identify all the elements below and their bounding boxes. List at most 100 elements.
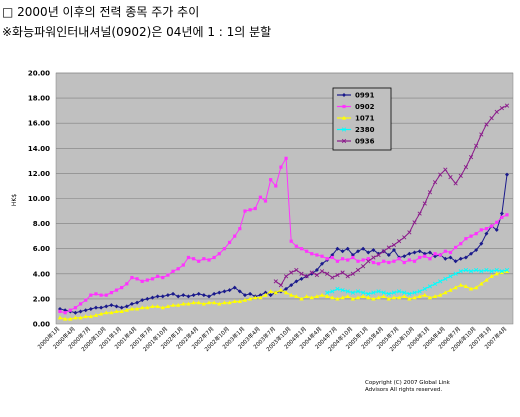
data-point-2380	[438, 279, 443, 284]
data-point-0902	[233, 234, 237, 238]
data-point-1071	[247, 296, 253, 301]
data-point-1071	[206, 300, 212, 305]
data-point-0991	[212, 291, 217, 296]
data-point-0991	[417, 249, 422, 254]
x-axis-ticks: 2000年1月2000年4月2000年7月2000年10月2001年1月2001…	[36, 325, 509, 353]
data-point-0902	[495, 220, 499, 224]
data-point-0991	[78, 309, 83, 314]
chart-note: ※화능파워인터내셔널(0902)은 04년에 1 : 1의 분할	[2, 25, 272, 39]
data-point-1071	[175, 302, 181, 307]
data-point-1071	[134, 306, 140, 311]
data-point-0991	[114, 304, 119, 309]
data-point-0902	[335, 259, 340, 263]
data-point-1071	[289, 292, 294, 297]
data-point-0936	[474, 143, 479, 148]
data-point-0902	[310, 252, 314, 256]
data-point-2380	[402, 290, 407, 295]
data-point-0936	[417, 211, 422, 216]
y-tick-label: 4.00	[33, 270, 50, 278]
data-point-0991	[314, 268, 319, 273]
data-point-1071	[463, 284, 469, 288]
data-point-0902	[305, 249, 309, 253]
data-point-1071	[355, 295, 361, 300]
data-point-0902	[299, 247, 304, 251]
data-point-1071	[109, 310, 114, 315]
legend-marker-2380	[341, 127, 347, 132]
data-point-0902	[423, 254, 427, 258]
data-point-1071	[443, 290, 448, 295]
data-point-1071	[273, 290, 278, 295]
data-point-0902	[438, 253, 442, 257]
data-point-0902	[176, 267, 180, 271]
data-point-0902	[263, 199, 268, 203]
data-point-0902	[330, 255, 334, 260]
legend-label-2380: 2380	[355, 126, 375, 134]
data-point-2380	[335, 286, 340, 291]
data-point-0936	[422, 201, 427, 206]
data-point-1071	[417, 294, 422, 298]
data-point-0936	[402, 235, 407, 240]
data-point-1071	[62, 316, 68, 321]
data-point-1071	[140, 305, 145, 310]
data-point-0936	[432, 180, 438, 185]
data-point-1071	[186, 301, 191, 306]
data-point-0902	[207, 258, 211, 262]
data-point-0991	[258, 293, 263, 298]
data-point-0936	[458, 173, 463, 179]
data-point-1071	[211, 300, 217, 305]
data-point-1071	[294, 294, 299, 298]
data-point-0902	[474, 232, 478, 236]
data-point-0936	[350, 271, 355, 276]
data-point-0991	[345, 246, 350, 251]
data-point-0936	[314, 272, 320, 278]
data-point-1071	[237, 299, 243, 304]
data-point-2380	[366, 291, 371, 296]
data-point-1071	[479, 281, 484, 286]
data-point-2380	[458, 269, 463, 274]
data-point-0902	[351, 255, 355, 260]
legend-label-1071: 1071	[355, 115, 375, 123]
data-point-1071	[407, 296, 412, 301]
data-point-0936	[468, 154, 474, 160]
y-tick-label: 10.00	[28, 195, 50, 203]
data-point-1071	[504, 269, 510, 273]
data-point-0936	[319, 269, 325, 274]
data-point-1071	[217, 301, 222, 306]
data-point-1071	[263, 292, 268, 297]
data-point-0902	[78, 302, 83, 306]
data-point-0991	[99, 305, 104, 310]
data-point-0902	[145, 278, 149, 282]
data-point-0991	[361, 246, 366, 251]
data-point-0902	[443, 249, 447, 253]
data-point-1071	[232, 299, 237, 304]
chart-heading: □ 2000년 이후의 전력 종목 주가 추이	[2, 5, 200, 19]
data-point-2380	[427, 284, 433, 289]
data-point-2380	[448, 274, 453, 279]
data-point-1071	[191, 300, 196, 305]
data-point-2380	[330, 289, 335, 294]
data-point-2380	[499, 269, 504, 274]
y-tick-label: 0.00	[33, 321, 50, 329]
data-point-0991	[494, 227, 499, 232]
data-point-0991	[140, 298, 145, 303]
data-point-1071	[314, 294, 320, 298]
data-point-2380	[463, 267, 469, 273]
data-point-1071	[345, 294, 350, 298]
data-point-0902	[104, 293, 108, 297]
data-point-0936	[309, 270, 314, 275]
data-point-2380	[453, 271, 458, 276]
data-point-0902	[387, 260, 391, 265]
data-point-1071	[242, 297, 248, 302]
data-point-0936	[448, 175, 453, 180]
data-point-1071	[499, 270, 505, 275]
data-point-0991	[268, 293, 273, 298]
data-point-1071	[432, 294, 438, 298]
data-point-1071	[201, 301, 207, 306]
y-tick-label: 18.00	[28, 95, 50, 103]
data-point-0902	[89, 293, 93, 297]
data-point-0902	[366, 257, 370, 261]
data-point-0991	[242, 293, 247, 298]
data-point-0902	[320, 254, 324, 258]
data-point-1071	[422, 292, 427, 297]
data-point-0991	[443, 256, 448, 261]
